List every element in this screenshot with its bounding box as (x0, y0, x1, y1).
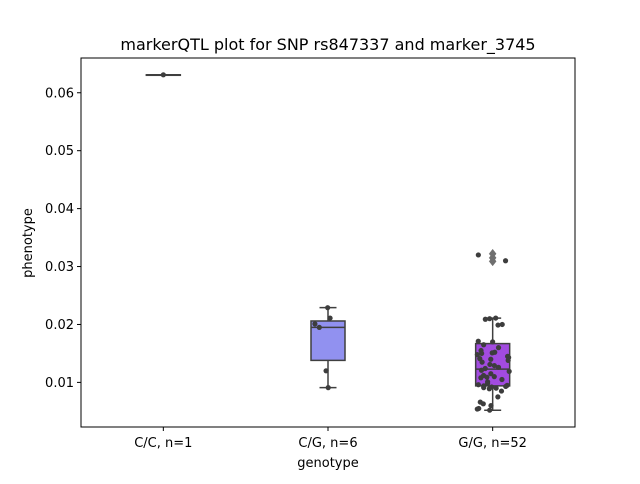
data-point (493, 385, 499, 391)
points-1 (160, 72, 166, 78)
data-point (475, 252, 481, 258)
x-tick-label: C/G, n=6 (298, 436, 357, 451)
data-point (491, 374, 497, 380)
data-point (316, 324, 322, 330)
data-point (325, 385, 331, 391)
data-point (488, 371, 494, 377)
data-point (474, 351, 480, 358)
data-point (474, 406, 480, 412)
y-tick-label: 0.02 (45, 318, 74, 333)
data-point (505, 357, 511, 363)
plot-content (145, 72, 512, 413)
data-point (481, 385, 487, 391)
y-tick-label: 0.04 (45, 202, 74, 217)
data-point (487, 407, 493, 413)
y-tick-label: 0.01 (45, 376, 74, 391)
data-point (499, 376, 505, 383)
data-point (327, 315, 333, 321)
y-tick-label: 0.06 (45, 86, 74, 101)
y-axis-label: phenotype (21, 208, 36, 278)
x-tick-label: G/G, n=52 (458, 436, 526, 451)
data-point (475, 338, 481, 344)
data-point (495, 345, 502, 351)
data-point (478, 375, 484, 381)
data-point (491, 362, 497, 369)
data-point (323, 368, 329, 374)
data-point (480, 401, 486, 407)
data-point (484, 374, 490, 380)
y-tick-label: 0.03 (45, 260, 74, 275)
data-point (495, 394, 501, 400)
data-point (490, 339, 496, 345)
data-point (478, 367, 485, 373)
points-3 (474, 252, 512, 413)
data-point (495, 322, 501, 328)
x-axis-label: genotype (297, 456, 358, 471)
data-point (489, 350, 495, 356)
points-2 (312, 305, 333, 391)
box-2 (310, 306, 346, 389)
data-point (479, 359, 485, 365)
data-point (160, 72, 166, 78)
data-point (482, 316, 488, 322)
data-point (325, 305, 331, 311)
data-point (499, 321, 505, 328)
x-tick-label: C/C, n=1 (134, 436, 192, 451)
data-point (487, 361, 493, 368)
data-point (488, 402, 494, 409)
data-point (484, 380, 491, 387)
data-point (488, 356, 494, 362)
data-point (493, 315, 499, 321)
data-point (502, 258, 509, 264)
data-point (475, 382, 481, 388)
data-point (479, 350, 485, 357)
data-point (506, 368, 512, 374)
y-axis: 0.01 0.02 0.03 0.04 0.05 0.06 (45, 86, 81, 391)
outlier-marker (488, 248, 497, 259)
y-tick-label: 0.05 (45, 144, 74, 159)
data-point (503, 383, 509, 390)
data-point (486, 386, 492, 392)
chart-title: markerQTL plot for SNP rs847337 and mark… (120, 35, 535, 55)
data-point (495, 364, 502, 370)
data-point (487, 316, 493, 322)
data-point (498, 388, 505, 394)
data-point (481, 342, 487, 348)
data-point (312, 321, 318, 327)
x-axis: C/C, n=1 C/G, n=6 G/G, n=52 (134, 427, 527, 451)
